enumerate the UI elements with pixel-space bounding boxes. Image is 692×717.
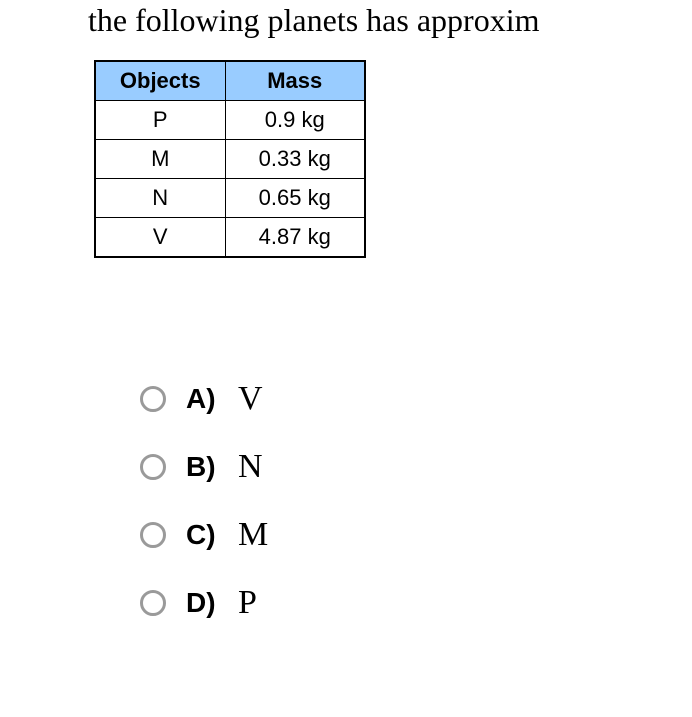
option-c[interactable]: C) M [140, 516, 268, 554]
table-row: V 4.87 kg [95, 218, 365, 258]
option-label: A) [186, 383, 232, 415]
option-d[interactable]: D) P [140, 584, 268, 622]
option-label: C) [186, 519, 232, 551]
table-row: P 0.9 kg [95, 101, 365, 140]
option-label: D) [186, 587, 232, 619]
question-text: the following planets has approxim [88, 2, 539, 39]
option-value: P [238, 584, 257, 622]
table-row: M 0.33 kg [95, 140, 365, 179]
option-value: N [238, 448, 263, 486]
table-cell-mass: 0.65 kg [225, 179, 365, 218]
radio-icon[interactable] [140, 522, 166, 548]
radio-icon[interactable] [140, 454, 166, 480]
table-cell-object: P [95, 101, 225, 140]
table-cell-mass: 0.9 kg [225, 101, 365, 140]
option-b[interactable]: B) N [140, 448, 268, 486]
table-row: N 0.65 kg [95, 179, 365, 218]
option-a[interactable]: A) V [140, 380, 268, 418]
answer-options: A) V B) N C) M D) P [140, 380, 268, 652]
option-label: B) [186, 451, 232, 483]
table-header-mass: Mass [225, 61, 365, 101]
table-header-objects: Objects [95, 61, 225, 101]
table-cell-object: M [95, 140, 225, 179]
option-value: V [238, 380, 263, 418]
option-value: M [238, 516, 268, 554]
table-cell-object: V [95, 218, 225, 258]
table-header-row: Objects Mass [95, 61, 365, 101]
table-cell-mass: 0.33 kg [225, 140, 365, 179]
radio-icon[interactable] [140, 386, 166, 412]
table-cell-mass: 4.87 kg [225, 218, 365, 258]
table-cell-object: N [95, 179, 225, 218]
mass-table: Objects Mass P 0.9 kg M 0.33 kg N 0.65 k… [94, 60, 366, 258]
radio-icon[interactable] [140, 590, 166, 616]
